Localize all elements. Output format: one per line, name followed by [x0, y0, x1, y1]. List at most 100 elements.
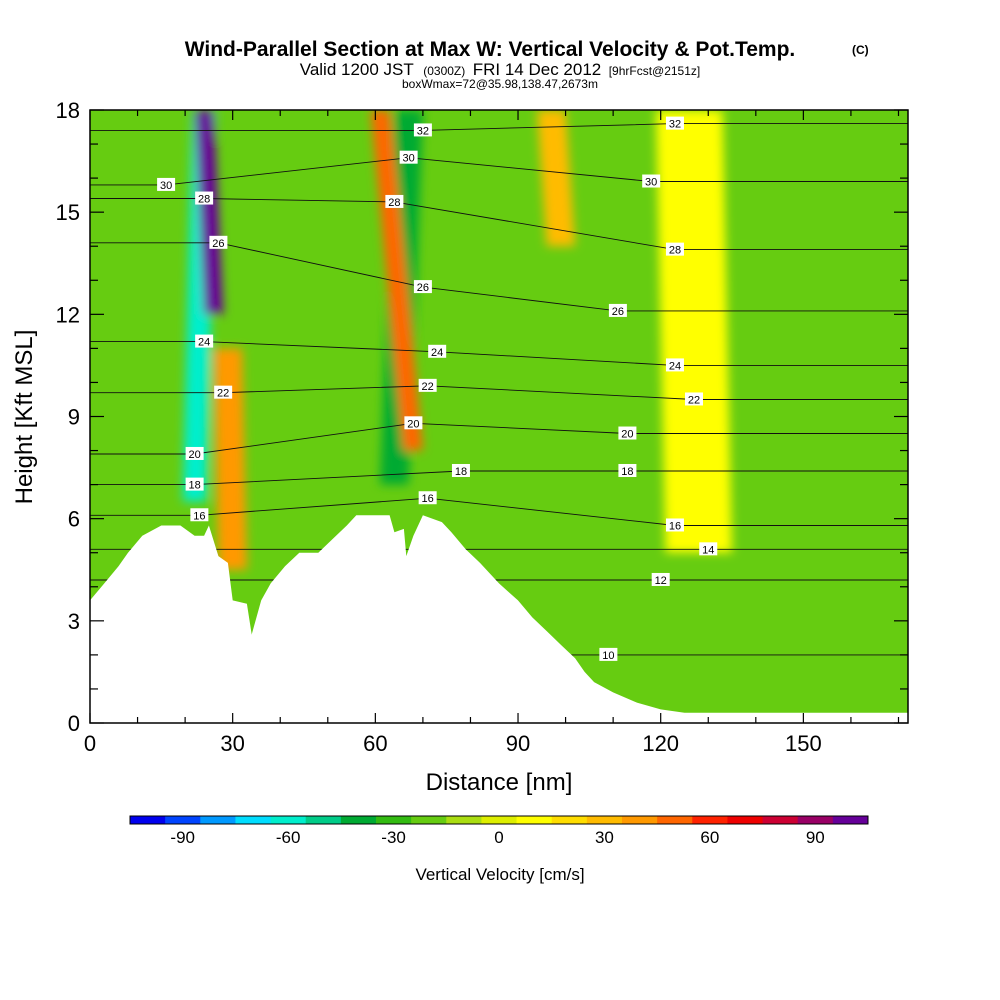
contour-label-20: 18 [185, 477, 204, 492]
colorbar-swatch-4 [270, 816, 307, 824]
colorbar-swatch-2 [200, 816, 236, 824]
contour-label-28: 10 [599, 647, 618, 662]
forecast-info: [9hrFcst@2151z] [609, 64, 701, 78]
svg-text:30: 30 [645, 177, 657, 189]
y-axis-label: Height [Kft MSL] [11, 330, 38, 505]
svg-text:24: 24 [431, 347, 443, 359]
colorbar-swatch-12 [551, 816, 588, 824]
contour-label-11: 24 [195, 334, 214, 349]
colorbar-tick-6: 90 [806, 828, 825, 847]
svg-text:14: 14 [702, 544, 714, 556]
svg-text:28: 28 [669, 245, 681, 257]
svg-text:30: 30 [160, 180, 172, 192]
contour-label-19: 20 [618, 426, 637, 441]
colorbar-swatch-16 [692, 816, 728, 824]
y-tick-label-1: 3 [68, 609, 80, 634]
svg-text:22: 22 [688, 394, 700, 406]
colorbar-swatch-3 [235, 816, 272, 824]
svg-text:10: 10 [602, 650, 614, 662]
chart-title: Wind-Parallel Section at Max W: Vertical… [185, 38, 796, 61]
svg-text:18: 18 [189, 480, 201, 492]
colorbar-swatch-5 [305, 816, 342, 824]
contour-label-4: 30 [642, 174, 661, 189]
velocity-band-4 [370, 110, 423, 451]
contour-label-24: 16 [418, 491, 437, 505]
contour-label-26: 14 [699, 542, 718, 556]
x-axis: 0 30 60 90 120 150 [84, 110, 900, 756]
vertical-velocity-field [182, 110, 733, 570]
colorbar-swatch-15 [657, 816, 693, 824]
contour-label-7: 28 [665, 242, 684, 257]
svg-text:24: 24 [198, 337, 210, 349]
colorbar-swatch-19 [797, 816, 834, 824]
colorbar-swatch-10 [481, 816, 518, 824]
svg-text:32: 32 [669, 119, 681, 131]
contour-label-8: 26 [209, 235, 228, 250]
valid-utc: (0300Z) [423, 64, 465, 78]
contour-label-18: 20 [404, 416, 423, 430]
colorbar: -90 -60 -30 0 30 60 90 [129, 815, 869, 847]
contour-label-22: 18 [618, 463, 637, 478]
x-tick-label-2: 60 [363, 731, 387, 756]
contour-label-0: 32 [413, 123, 432, 137]
valid-time: Valid 1200 JST [300, 60, 414, 79]
colorbar-tick-5: 60 [700, 828, 719, 847]
contour-label-27: 12 [651, 572, 670, 587]
contour-label-5: 28 [195, 191, 214, 206]
svg-text:28: 28 [388, 197, 400, 209]
x-axis-label: Distance [nm] [426, 769, 573, 796]
colorbar-tick-3: 0 [494, 828, 503, 847]
contour-labels: 32 32 30 30 30 28 28 28 26 26 26 24 24 24 22 22 22 20 20 20… [157, 116, 718, 662]
svg-text:26: 26 [212, 238, 224, 250]
svg-text:22: 22 [217, 388, 229, 400]
colorbar-swatch-17 [727, 816, 764, 824]
y-tick-label-0: 0 [68, 711, 80, 736]
colorbar-swatch-0 [130, 816, 166, 824]
colorbar-title: Vertical Velocity [cm/s] [415, 865, 584, 884]
colorbar-tick-2: -30 [381, 828, 406, 847]
box-info: boxWmax=72@35.98,138.47,2673m [402, 77, 598, 91]
colorbar-tick-0: -90 [170, 828, 195, 847]
contour-label-13: 24 [665, 358, 684, 372]
contour-label-21: 18 [451, 463, 470, 478]
terrain-mask [90, 515, 908, 723]
x-tick-label-3: 90 [506, 731, 530, 756]
y-tick-label-3: 9 [68, 405, 80, 430]
velocity-band-2 [213, 348, 247, 570]
contour-label-25: 16 [665, 518, 684, 532]
x-tick-label-4: 120 [642, 731, 679, 756]
colorbar-swatch-14 [622, 816, 658, 824]
svg-text:18: 18 [621, 466, 633, 478]
svg-text:16: 16 [422, 493, 434, 505]
theta-contour-32 [90, 123, 908, 131]
x-tick-label-5: 150 [785, 731, 822, 756]
colorbar-tick-4: 30 [595, 828, 614, 847]
velocity-band-5 [537, 110, 576, 247]
colorbar-swatch-6 [340, 816, 377, 824]
colorbar-swatch-11 [516, 816, 553, 824]
contour-label-2: 30 [157, 177, 176, 192]
svg-text:32: 32 [417, 125, 429, 137]
colorbar-swatch-20 [832, 816, 869, 824]
contour-label-15: 22 [418, 378, 437, 393]
copyright-mark: (C) [852, 43, 869, 57]
y-tick-label-5: 15 [56, 200, 80, 225]
svg-text:24: 24 [669, 360, 681, 372]
svg-text:26: 26 [417, 282, 429, 294]
x-tick-label-1: 30 [220, 731, 244, 756]
y-axis: 0 3 6 9 12 15 18 [56, 98, 908, 736]
contour-label-6: 28 [385, 194, 404, 209]
contour-label-14: 22 [214, 385, 233, 400]
plot-area: 32 32 30 30 30 28 28 28 26 26 26 24 24 24 22 22 22 20 20 20… [90, 110, 908, 723]
colorbar-swatch-7 [376, 816, 412, 824]
colorbar-swatch-13 [586, 816, 623, 824]
contour-label-12: 24 [428, 344, 447, 359]
colorbar-tick-1: -60 [276, 828, 301, 847]
svg-text:20: 20 [621, 429, 633, 441]
colorbar-swatch-9 [446, 816, 482, 824]
contour-label-1: 32 [665, 116, 684, 131]
colorbar-swatch-8 [411, 816, 447, 824]
svg-text:16: 16 [669, 520, 681, 532]
y-tick-label-4: 12 [56, 302, 80, 327]
contour-label-9: 26 [413, 280, 432, 294]
